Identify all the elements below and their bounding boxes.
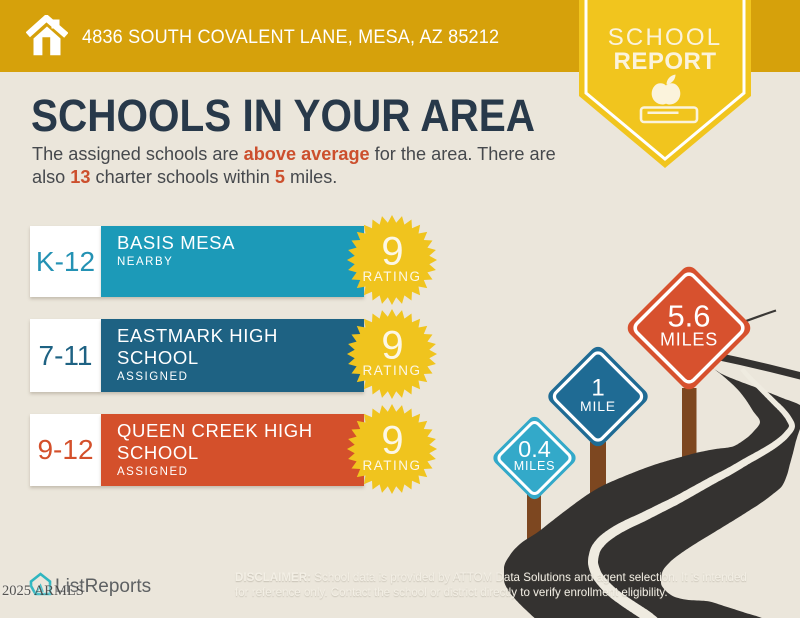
svg-text:9: 9 xyxy=(381,324,403,368)
svg-text:0.4: 0.4 xyxy=(518,436,551,462)
svg-text:9: 9 xyxy=(381,230,403,274)
svg-text:9: 9 xyxy=(381,419,403,463)
svg-text:1: 1 xyxy=(591,374,604,401)
svg-text:SCHOOL: SCHOOL xyxy=(608,24,723,51)
svg-text:MILES: MILES xyxy=(660,330,718,350)
svg-text:REPORT: REPORT xyxy=(613,48,716,75)
svg-text:RATING: RATING xyxy=(363,269,422,284)
svg-text:RATING: RATING xyxy=(363,458,422,473)
svg-text:MILE: MILE xyxy=(580,398,616,414)
svg-text:5.6: 5.6 xyxy=(667,299,710,334)
svg-text:RATING: RATING xyxy=(363,363,422,378)
svg-text:MILES: MILES xyxy=(514,459,556,473)
